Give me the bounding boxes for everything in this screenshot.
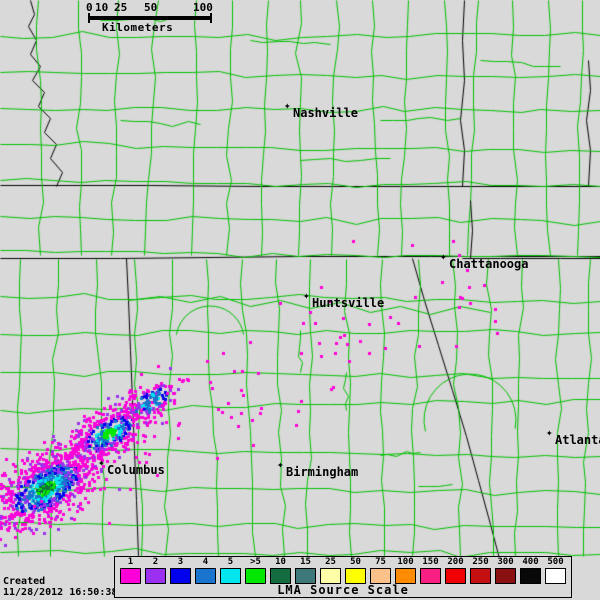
city-label: Birmingham [286, 465, 359, 479]
legend-color-swatch [370, 568, 391, 584]
legend-level-label: 1 [127, 557, 134, 567]
legend-cell: >5 [243, 557, 268, 584]
legend-color-swatch [445, 568, 466, 584]
scale-unit-label: Kilometers [102, 21, 174, 34]
scale-tick-100: 100 [193, 1, 213, 14]
legend-cell: 1 [118, 557, 143, 584]
city-label: Chattanooga [449, 257, 529, 271]
legend-color-swatch [545, 568, 566, 584]
legend-cell: 50 [343, 557, 368, 584]
legend-color-swatch [420, 568, 441, 584]
city-label: Atlanta [555, 433, 600, 447]
legend-cell: 2 [143, 557, 168, 584]
scale-tick-25: 25 [114, 1, 128, 14]
legend-level-label: 200 [447, 557, 464, 567]
legend-level-label: 100 [397, 557, 414, 567]
lma-source-scale-legend: 1 2 3 4 5 >5 10 15 25 50 75 100 150 200 250 300 400 500 L… [114, 556, 572, 598]
legend-level-label: 50 [350, 557, 361, 567]
legend-level-label: 500 [547, 557, 564, 567]
legend-level-label: 4 [202, 557, 209, 567]
city-dot-icon: ✦ [284, 99, 291, 112]
city-dot-icon: ✦ [546, 426, 553, 439]
scale-tick-50: 50 [144, 1, 158, 14]
legend-color-swatch [495, 568, 516, 584]
legend-level-label: 250 [472, 557, 489, 567]
legend-color-swatch [220, 568, 241, 584]
legend-cell: 3 [168, 557, 193, 584]
scale-tick-0: 0 [86, 1, 93, 14]
created-stamp: Created 11/28/2012 16:50:38 [3, 576, 117, 598]
created-timestamp: 11/28/2012 16:50:38 [3, 587, 118, 598]
legend-level-label: 2 [152, 557, 159, 567]
legend-color-swatch [120, 568, 141, 584]
legend-level-label: 5 [227, 557, 234, 567]
legend-color-swatch [395, 568, 416, 584]
legend-level-label: 400 [522, 557, 539, 567]
legend-color-swatch [345, 568, 366, 584]
distance-scale-bar: 0 10 25 50 100 Kilometers [86, 1, 214, 34]
scale-bar-line [88, 13, 212, 23]
legend-level-label: 10 [275, 557, 286, 567]
legend-color-swatch [245, 568, 266, 584]
legend-cell: 75 [368, 557, 393, 584]
city-label: Columbus [107, 463, 165, 477]
legend-level-label: 300 [497, 557, 514, 567]
legend-cell: 300 [493, 557, 518, 584]
city-dot-icon: ✦ [98, 456, 105, 469]
legend-cell: 250 [468, 557, 493, 584]
legend-color-swatch [270, 568, 291, 584]
scale-tick-labels: 0 10 25 50 100 [86, 1, 214, 15]
legend-level-label: >5 [250, 557, 261, 567]
legend-cell: 500 [543, 557, 568, 584]
legend-level-label: 15 [300, 557, 311, 567]
legend-title: LMA Source Scale [277, 583, 409, 597]
legend-level-label: 75 [375, 557, 386, 567]
legend-color-swatch [145, 568, 166, 584]
legend-color-swatch [195, 568, 216, 584]
legend-swatch-row: 1 2 3 4 5 >5 10 15 25 50 75 100 150 200 250 300 400 500 [118, 557, 568, 584]
city-label: Huntsville [312, 296, 385, 310]
legend-color-swatch [320, 568, 341, 584]
legend-cell: 5 [218, 557, 243, 584]
legend-cell: 4 [193, 557, 218, 584]
city-dot-icon: ✦ [303, 289, 310, 302]
scale-tick-10: 10 [95, 1, 109, 14]
legend-cell: 150 [418, 557, 443, 584]
legend-level-label: 150 [422, 557, 439, 567]
legend-level-label: 25 [325, 557, 336, 567]
legend-cell: 10 [268, 557, 293, 584]
city-dot-icon: ✦ [277, 458, 284, 471]
legend-cell: 200 [443, 557, 468, 584]
legend-cell: 15 [293, 557, 318, 584]
legend-color-swatch [470, 568, 491, 584]
legend-color-swatch [520, 568, 541, 584]
created-label: Created [3, 576, 46, 587]
legend-color-swatch [170, 568, 191, 584]
legend-color-swatch [295, 568, 316, 584]
legend-cell: 400 [518, 557, 543, 584]
city-label: Nashville [293, 106, 359, 120]
legend-cell: 25 [318, 557, 343, 584]
legend-cell: 100 [393, 557, 418, 584]
legend-level-label: 3 [177, 557, 184, 567]
city-dot-icon: ✦ [440, 250, 447, 263]
